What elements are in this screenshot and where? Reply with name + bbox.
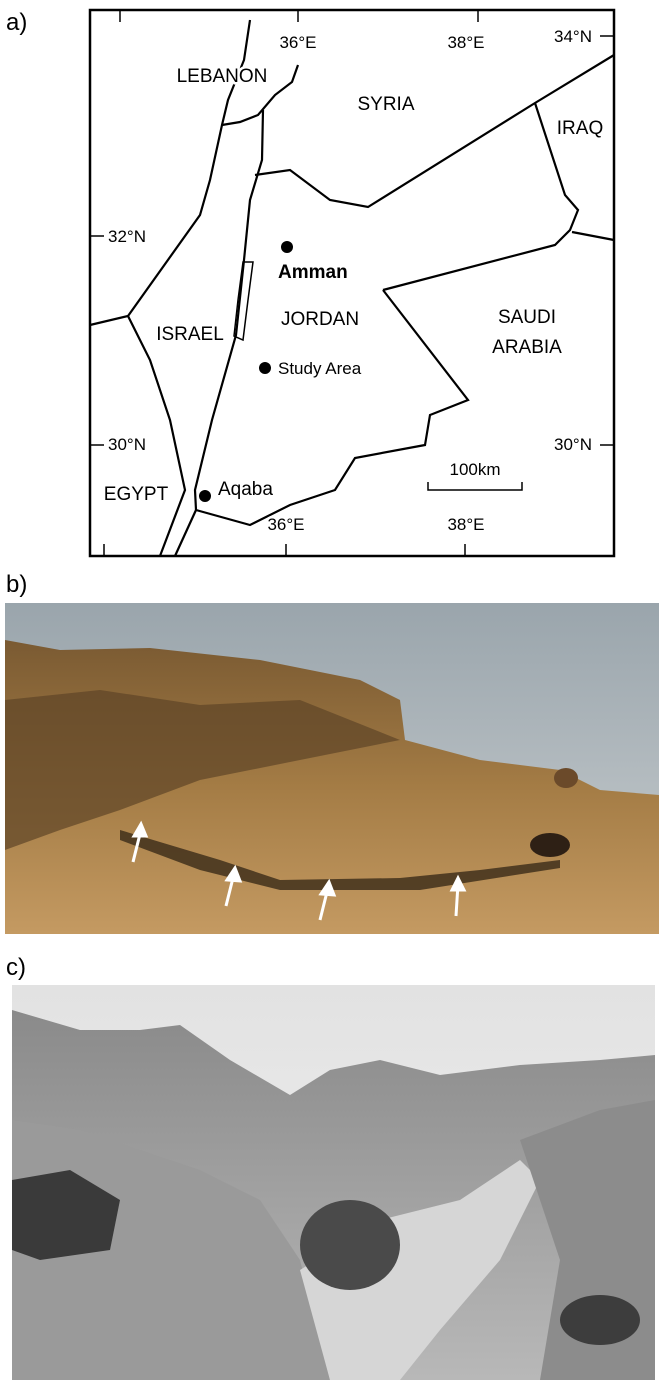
graticule-label: 38°E — [447, 33, 484, 52]
country-label: ISRAEL — [156, 324, 224, 345]
graticule-label: 30°N — [554, 435, 592, 454]
place-label: Study Area — [278, 359, 362, 378]
country-label: ARABIA — [492, 337, 562, 358]
country-label: LEBANON — [177, 66, 268, 87]
photo-wadi — [12, 985, 655, 1380]
graticule-label: 36°E — [279, 33, 316, 52]
country-label: SYRIA — [357, 94, 414, 115]
graticule-label: 34°N — [554, 27, 592, 46]
place-label: Aqaba — [218, 479, 273, 500]
map — [90, 10, 614, 556]
country-label: JORDAN — [281, 309, 359, 330]
panel-label: c) — [6, 954, 26, 981]
scale-label: 100km — [449, 460, 500, 479]
figure: a) b) c) LEBANON SYRIA IRAQ ISRAEL JORDAN SAU… — [0, 0, 659, 1380]
graticule-label: 30°N — [108, 435, 146, 454]
panel-label: b) — [6, 571, 27, 598]
graticule-label: 32°N — [108, 227, 146, 246]
photo-outcrop — [5, 603, 659, 934]
graticule-label: 38°E — [447, 515, 484, 534]
country-label: SAUDI — [498, 307, 556, 328]
country-label: EGYPT — [104, 484, 169, 505]
panel-label: a) — [6, 9, 27, 36]
graticule-label: 36°E — [267, 515, 304, 534]
place-label: Amman — [278, 262, 348, 283]
country-label: IRAQ — [557, 118, 603, 139]
